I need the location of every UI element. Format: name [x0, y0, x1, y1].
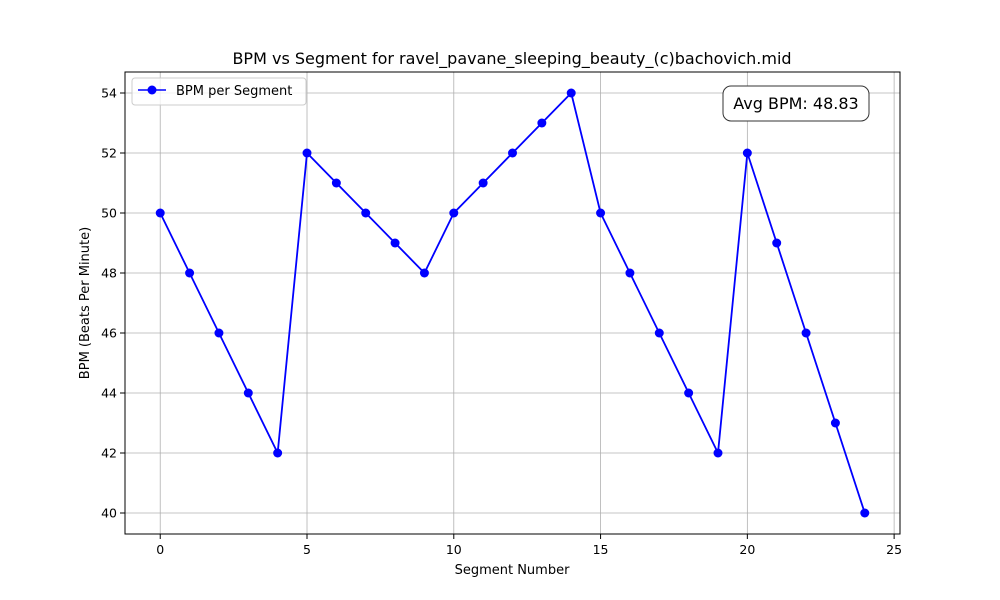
- data-point: [185, 268, 195, 278]
- x-tick-label: 10: [446, 542, 462, 557]
- y-axis: 40 42 44 46 48 50 52 54: [101, 86, 125, 521]
- data-point: [537, 118, 547, 128]
- data-point: [625, 268, 635, 278]
- y-tick-label: 48: [101, 266, 117, 281]
- data-point: [302, 148, 312, 158]
- data-point: [449, 208, 459, 218]
- data-point: [419, 268, 429, 278]
- avg-bpm-annotation: Avg BPM: 48.83: [722, 85, 870, 122]
- x-tick-label: 15: [593, 542, 609, 557]
- data-point: [390, 238, 400, 248]
- y-tick-label: 46: [101, 326, 117, 341]
- data-point: [684, 388, 694, 398]
- data-point: [331, 178, 341, 188]
- data-point: [801, 328, 811, 338]
- y-tick-label: 42: [101, 446, 117, 461]
- legend: BPM per Segment: [131, 77, 307, 106]
- y-axis-label: BPM (Beats Per Minute): [78, 227, 93, 379]
- x-tick-label: 20: [739, 542, 755, 557]
- y-tick-label: 44: [101, 386, 117, 401]
- data-point: [742, 148, 752, 158]
- y-tick-label: 40: [101, 506, 117, 521]
- data-point: [273, 448, 283, 458]
- data-point: [654, 328, 664, 338]
- legend-box: [131, 77, 307, 106]
- legend-label: BPM per Segment: [176, 84, 292, 99]
- data-point: [155, 208, 165, 218]
- y-tick-label: 52: [101, 146, 117, 161]
- chart-title: BPM vs Segment for ravel_pavane_sleeping…: [232, 49, 791, 69]
- data-point: [713, 448, 723, 458]
- annotation-box: [722, 85, 870, 122]
- data-point: [860, 508, 870, 518]
- x-tick-label: 5: [303, 542, 311, 557]
- y-tick-label: 54: [101, 86, 117, 101]
- x-axis-label: Segment Number: [455, 563, 571, 578]
- legend-marker: [147, 85, 157, 95]
- data-point: [596, 208, 606, 218]
- data-point: [830, 418, 840, 428]
- series-layer: [155, 88, 870, 518]
- data-point: [361, 208, 371, 218]
- plot-area: [124, 71, 901, 535]
- x-tick-label: 0: [156, 542, 164, 557]
- data-point: [243, 388, 253, 398]
- data-point: [214, 328, 224, 338]
- annotation-text: Avg BPM: 48.83: [733, 94, 858, 113]
- data-point: [478, 178, 488, 188]
- y-tick-label: 50: [101, 206, 117, 221]
- data-point: [772, 238, 782, 248]
- x-axis: 0 5 10 15 20 25: [156, 534, 902, 557]
- grid-lines: [125, 72, 900, 534]
- data-point: [566, 88, 576, 98]
- data-point: [508, 148, 517, 158]
- x-tick-label: 25: [886, 542, 902, 557]
